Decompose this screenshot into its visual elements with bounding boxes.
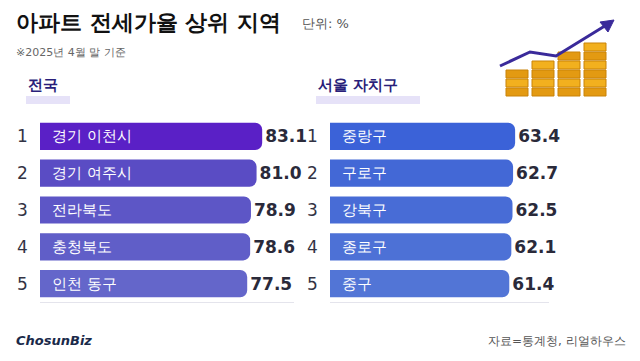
svg-text:61.4: 61.4	[512, 274, 554, 294]
svg-text:전국: 전국	[28, 76, 58, 94]
svg-text:인천 동구: 인천 동구	[52, 275, 117, 293]
svg-text:구로구: 구로구	[342, 164, 387, 182]
svg-text:5: 5	[17, 274, 28, 294]
svg-text:2: 2	[307, 163, 318, 183]
svg-text:경기 이천시: 경기 이천시	[52, 127, 132, 145]
svg-text:2: 2	[17, 163, 28, 183]
svg-text:1: 1	[307, 126, 318, 146]
svg-text:78.9: 78.9	[254, 200, 296, 220]
svg-text:81.0: 81.0	[260, 163, 302, 183]
svg-text:62.1: 62.1	[514, 237, 556, 257]
svg-text:77.5: 77.5	[250, 274, 292, 294]
svg-text:62.7: 62.7	[516, 163, 558, 183]
svg-text:충청북도: 충청북도	[52, 238, 112, 256]
svg-text:아파트 전세가율 상위 지역: 아파트 전세가율 상위 지역	[16, 10, 281, 35]
svg-text:3: 3	[307, 200, 318, 220]
svg-text:자료=통계청, 리얼하우스: 자료=통계청, 리얼하우스	[488, 334, 626, 348]
svg-text:4: 4	[17, 237, 28, 257]
svg-text:3: 3	[17, 200, 28, 220]
svg-text:78.6: 78.6	[253, 237, 295, 257]
svg-text:ChosunBiz: ChosunBiz	[16, 333, 92, 348]
svg-text:62.5: 62.5	[516, 200, 558, 220]
svg-text:1: 1	[17, 126, 28, 146]
svg-text:5: 5	[307, 274, 318, 294]
svg-text:단위: %: 단위: %	[302, 16, 349, 31]
svg-text:전라북도: 전라북도	[52, 201, 112, 219]
svg-text:경기 여주시: 경기 여주시	[52, 164, 132, 182]
svg-text:83.1: 83.1	[265, 126, 307, 146]
svg-text:강북구: 강북구	[342, 201, 387, 219]
svg-text:종로구: 종로구	[342, 238, 387, 256]
svg-text:※2025년 4월 말 기준: ※2025년 4월 말 기준	[16, 46, 126, 59]
svg-text:63.4: 63.4	[518, 126, 560, 146]
svg-text:4: 4	[307, 237, 318, 257]
svg-text:중랑구: 중랑구	[342, 127, 387, 145]
svg-text:서울 자치구: 서울 자치구	[318, 76, 398, 94]
svg-text:중구: 중구	[342, 275, 372, 293]
